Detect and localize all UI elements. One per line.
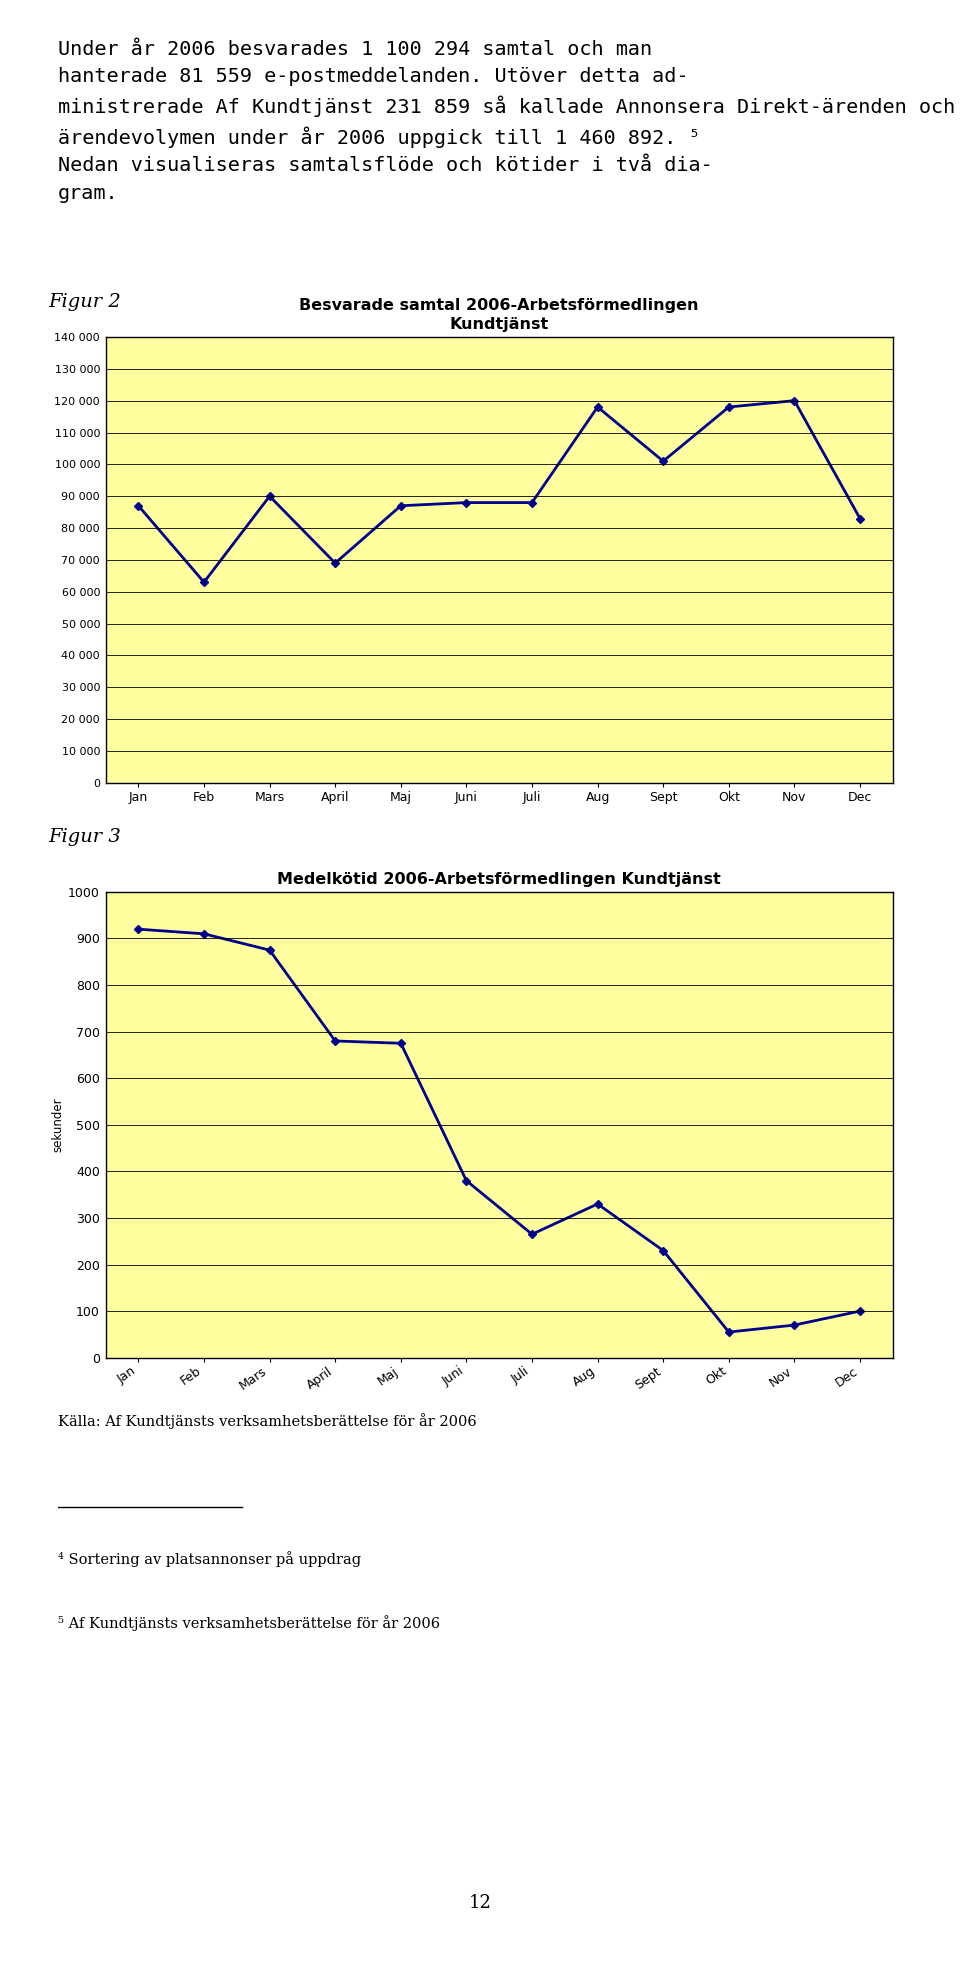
Text: Under år 2006 besvarades 1 100 294 samtal och man
hanterade 81 559 e-postmeddela: Under år 2006 besvarades 1 100 294 samta…: [58, 40, 960, 202]
Text: Figur 3: Figur 3: [48, 828, 121, 846]
Title: Medelkötid 2006-Arbetsförmedlingen Kundtjänst: Medelkötid 2006-Arbetsförmedlingen Kundt…: [277, 872, 721, 886]
Text: Figur 2: Figur 2: [48, 293, 121, 311]
Text: 12: 12: [468, 1893, 492, 1913]
Y-axis label: sekunder: sekunder: [51, 1098, 64, 1152]
Title: Besvarade samtal 2006-Arbetsförmedlingen
Kundtjänst: Besvarade samtal 2006-Arbetsförmedlingen…: [300, 297, 699, 331]
Text: ⁴ Sortering av platsannonser på uppdrag: ⁴ Sortering av platsannonser på uppdrag: [58, 1550, 361, 1568]
Text: Källa: Af Kundtjänsts verksamhetsberättelse för år 2006: Källa: Af Kundtjänsts verksamhetsberätte…: [58, 1413, 476, 1429]
Text: ⁵ Af Kundtjänsts verksamhetsberättelse för år 2006: ⁵ Af Kundtjänsts verksamhetsberättelse f…: [58, 1615, 440, 1631]
